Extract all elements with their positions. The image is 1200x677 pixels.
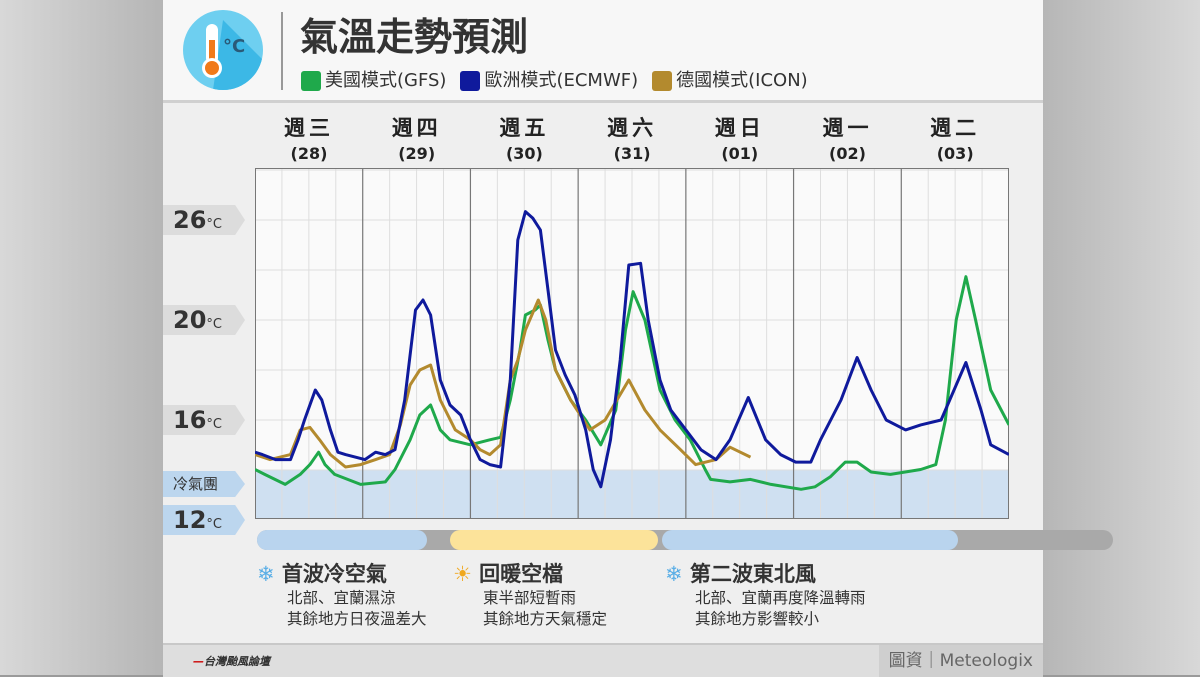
image-credit: 圖資｜Meteologix — [878, 645, 1043, 677]
background-right — [1037, 0, 1200, 675]
series-line-gfs — [255, 275, 1009, 491]
legend-label: 美國模式(GFS) — [325, 70, 447, 91]
day-name: 週六 — [607, 116, 658, 140]
day-date: (31) — [613, 144, 651, 163]
divider — [281, 12, 283, 90]
sun-icon: ☀ — [453, 562, 472, 586]
infographic-card: °C 氣溫走勢預測 美國模式(GFS) 歐洲模式(ECMWF) 德國模式(ICO… — [163, 0, 1113, 677]
day-header: 週日 (01) — [686, 112, 794, 163]
legend-label: 歐洲模式(ECMWF) — [484, 70, 639, 91]
day-name: 週日 — [714, 116, 765, 140]
brand-logo: —台灣颱風論壇 — [193, 655, 270, 668]
series-line-icon — [255, 298, 752, 469]
day-header: 週一 (02) — [794, 112, 902, 163]
cold-air-label: 冷氣團 — [163, 471, 245, 497]
legend-swatch — [301, 71, 321, 91]
legend-gfs: 美國模式(GFS) — [301, 66, 446, 92]
day-date: (01) — [721, 144, 759, 163]
day-name: 週一 — [822, 116, 873, 140]
plot-border — [255, 168, 1009, 519]
day-header: 週二 (03) — [901, 112, 1009, 163]
day-name: 週五 — [499, 116, 550, 140]
legend: 美國模式(GFS) 歐洲模式(ECMWF) 德國模式(ICON) — [301, 66, 808, 92]
period-bar-warm — [450, 530, 658, 550]
snowflake-icon: ❄ — [665, 562, 683, 586]
period-note-1: ❄ 首波冷空氣 北部、宜蘭濕涼 其餘地方日夜溫差大 — [257, 562, 427, 628]
thermometer-icon: °C — [183, 10, 263, 90]
day-date: (29) — [398, 144, 436, 163]
day-header: 週四 (29) — [363, 112, 471, 163]
legend-swatch — [460, 71, 481, 91]
day-name: 週三 — [284, 116, 334, 140]
period-bar-cold-2 — [662, 530, 958, 550]
day-name: 週二 — [930, 116, 981, 140]
period-note-2: ☀ 回暖空檔 東半部短暫雨 其餘地方天氣穩定 — [453, 562, 608, 628]
footer: —台灣颱風論壇 圖資｜Meteologix — [163, 643, 1043, 677]
day-date: (30) — [505, 144, 543, 163]
day-date: (03) — [936, 144, 974, 163]
legend-ecmwf: 歐洲模式(ECMWF) — [460, 66, 638, 92]
header: °C 氣溫走勢預測 美國模式(GFS) 歐洲模式(ECMWF) 德國模式(ICO… — [163, 0, 1043, 103]
y-label-16: 16°C — [163, 405, 245, 435]
legend-icon: 德國模式(ICON) — [652, 66, 808, 92]
legend-label: 德國模式(ICON) — [676, 70, 808, 91]
day-header: 週六 (31) — [578, 112, 686, 163]
legend-swatch — [652, 71, 673, 91]
day-name: 週四 — [391, 116, 442, 140]
period-bar-cold-1 — [257, 530, 427, 550]
day-header: 週五 (30) — [470, 112, 578, 163]
day-date: (02) — [829, 144, 866, 163]
y-label-20: 20°C — [163, 305, 245, 335]
temperature-chart — [255, 168, 1009, 519]
day-header: 週三 (28) — [255, 112, 363, 163]
y-label-12: 12°C — [163, 505, 245, 535]
series-line-ecmwf — [255, 210, 1009, 489]
snowflake-icon: ❄ — [257, 562, 275, 586]
page-title: 氣溫走勢預測 — [300, 15, 529, 59]
day-date: (28) — [290, 144, 328, 163]
background-left — [0, 0, 163, 675]
svg-text:°C: °C — [223, 36, 245, 57]
period-note-3: ❄ 第二波東北風 北部、宜蘭再度降溫轉雨 其餘地方影響較小 — [665, 562, 866, 628]
y-label-26: 26°C — [163, 205, 245, 235]
